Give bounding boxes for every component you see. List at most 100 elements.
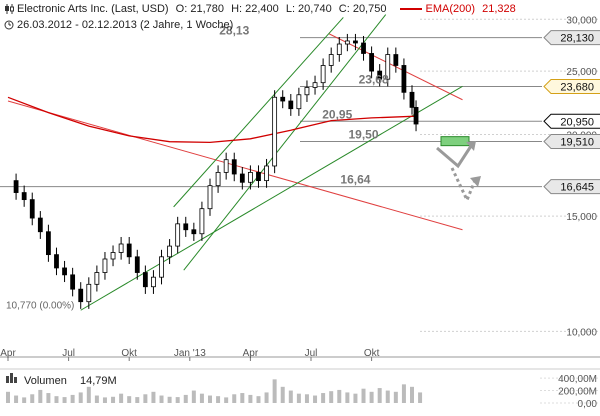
- volume-bar: [321, 393, 326, 403]
- grid-lines: [420, 18, 600, 404]
- date-range-text: 26.03.2012 - 02.12.2013 (2 Jahre, 1 Woch…: [17, 19, 234, 31]
- price-tag-box: [543, 179, 600, 195]
- candle-body: [256, 171, 261, 182]
- candle-body: [142, 272, 148, 288]
- volume-bar: [401, 384, 406, 403]
- volume-bar: [94, 395, 99, 403]
- candle-body: [377, 70, 383, 80]
- volume-bar: [127, 396, 132, 403]
- volume-bar: [272, 379, 277, 403]
- price-tag-box: [543, 113, 600, 129]
- price-tag: 28,130: [543, 30, 600, 46]
- candle-body: [361, 42, 366, 54]
- volume-bar: [264, 392, 269, 403]
- volume-bar: [46, 393, 51, 403]
- low-annotation: 10,770 (0.00%): [6, 300, 74, 311]
- price-tags: 28,130 23,680 20,950 19,510 16,645: [543, 30, 600, 195]
- volume-bar: [410, 386, 414, 403]
- candle-body: [159, 256, 164, 278]
- volume-bar: [296, 393, 301, 403]
- level-annotation: 28,13: [219, 24, 249, 38]
- chart-header: Electronic Arts Inc. (Last, USD) O: 21,7…: [4, 3, 520, 15]
- volume-bar: [175, 397, 180, 403]
- candle-body: [409, 91, 415, 108]
- volume-bar: [78, 392, 83, 403]
- candle-body: [401, 65, 407, 93]
- clock-icon: [4, 20, 14, 30]
- y-tick-label: 30,000: [566, 15, 597, 26]
- candle-body: [199, 208, 205, 235]
- price-tag-label: 23,680: [560, 81, 594, 93]
- candle-body: [29, 199, 35, 219]
- level-annotation: 19,50: [349, 128, 379, 142]
- candle-body: [207, 185, 213, 210]
- candle-body: [393, 54, 399, 66]
- x-tick-label: Okt: [364, 348, 380, 359]
- ema-line: [7, 96, 417, 144]
- volume-bar: [70, 394, 75, 403]
- volume-bar: [199, 393, 204, 403]
- volume-bar: [111, 396, 116, 403]
- volume-icon: [14, 377, 17, 383]
- level-annotation: 16,64: [340, 173, 370, 187]
- volume-bar: [329, 391, 334, 403]
- candle-body: [231, 159, 237, 175]
- volume-bar: [248, 394, 253, 403]
- projection-arrow-up: [436, 145, 473, 169]
- candle-body: [344, 40, 350, 45]
- price-tag-box: [543, 78, 600, 94]
- close-value: C: 20,750: [338, 3, 387, 15]
- candle-body: [215, 171, 221, 187]
- trendline: [173, 17, 344, 208]
- volume-bar: [288, 390, 293, 403]
- candle-body: [134, 256, 140, 273]
- y-tick-label: 10,000: [566, 327, 597, 338]
- volume-bar: [62, 397, 67, 403]
- x-tick-label: Apr: [243, 348, 259, 359]
- volume-bar: [240, 393, 245, 403]
- volume-bar: [345, 392, 350, 403]
- volume-bar: [224, 397, 229, 403]
- high-value: H: 22,400: [231, 3, 279, 15]
- candle-body: [118, 243, 124, 253]
- price-tag-box: [543, 134, 600, 150]
- ema-legend-swatch: [399, 8, 422, 11]
- volume-bar: [393, 391, 398, 403]
- x-tick-label: Jul: [305, 348, 318, 359]
- ema-legend-label: EMA(200): [425, 3, 476, 15]
- projection-arrow-down: [450, 167, 478, 204]
- volume-bar: [280, 386, 285, 403]
- volume-bar: [313, 395, 318, 403]
- candle-body: [21, 192, 27, 201]
- date-range: 26.03.2012 - 02.12.2013 (2 Jahre, 1 Woch…: [4, 19, 237, 31]
- annotations: 28,13 23,68 20,95 19,50 16,64 10,770 (0.00%): [6, 24, 481, 311]
- volume-bar: [86, 386, 91, 403]
- candle-body: [369, 53, 375, 72]
- low-value: L: 20,740: [285, 3, 332, 15]
- candle-body: [239, 173, 245, 183]
- volume-bar: [167, 396, 172, 403]
- price-tag-label: 20,950: [560, 116, 594, 128]
- volume-bar: [143, 394, 148, 403]
- price-tag: 19,510: [543, 134, 600, 150]
- volume-bar: [38, 389, 43, 403]
- price-tag: 20,950: [543, 113, 600, 129]
- target-zone-box: [440, 136, 470, 147]
- price-tag-label: 28,130: [560, 33, 594, 45]
- price-tag: 16,645: [543, 179, 600, 195]
- y-tick-label: 15,000: [566, 212, 597, 223]
- candle-body: [13, 180, 19, 193]
- candle-body: [304, 87, 310, 96]
- trendline: [183, 14, 387, 271]
- x-tick-label: Jan '13: [174, 348, 206, 359]
- candle-body: [296, 94, 302, 110]
- candle-body: [110, 252, 116, 260]
- volume-tick-label: 200,00M: [558, 387, 597, 398]
- volume-bar: [30, 394, 35, 403]
- volume-bar: [119, 393, 124, 403]
- level-annotation: 20,95: [322, 107, 352, 121]
- volume-bar: [256, 396, 261, 403]
- volume-bar: [385, 390, 390, 403]
- price-tag-box: [543, 30, 600, 46]
